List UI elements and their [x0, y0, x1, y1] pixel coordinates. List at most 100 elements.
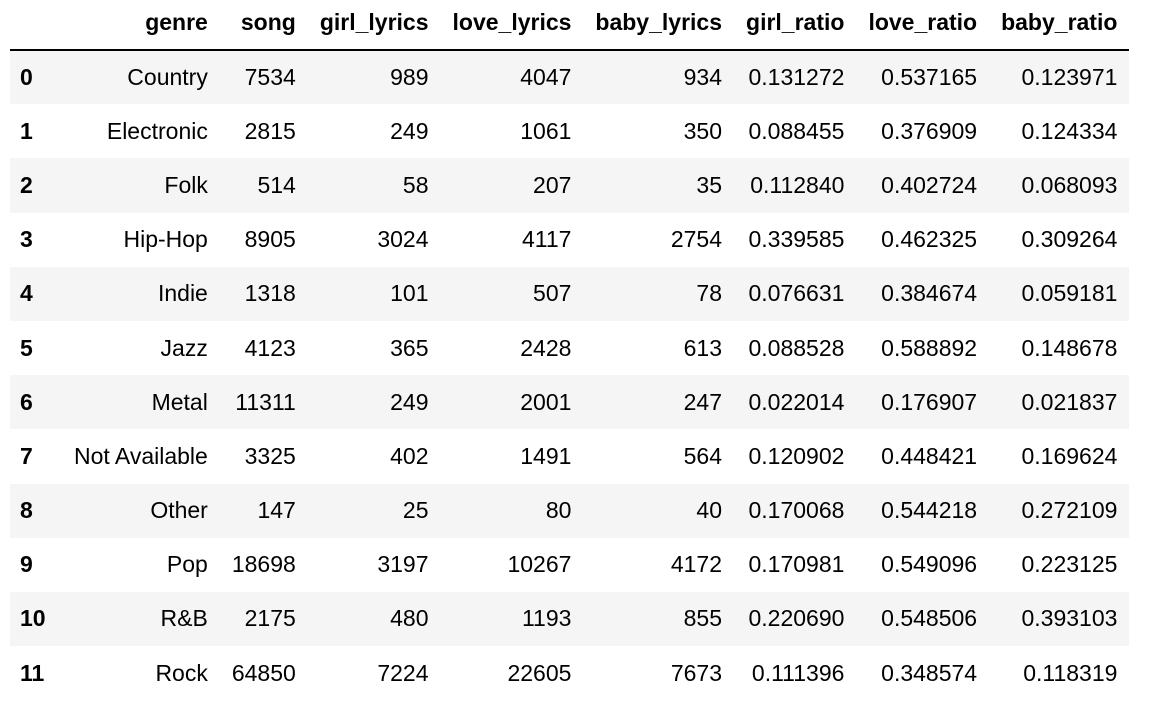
- cell-girl-lyrics: 3024: [377, 226, 429, 253]
- cell-song: 18698: [231, 551, 296, 578]
- table-row: 5 Jazz 4123 365 2428 613 0.088528 0.588892 0.148…: [10, 320, 1130, 376]
- cell-baby-ratio: 0.123971: [1021, 64, 1118, 91]
- cell-love-ratio: 0.537165: [881, 64, 978, 91]
- row-index: 11: [20, 659, 45, 686]
- cell-love-ratio: 0.348574: [881, 659, 978, 686]
- cell-genre: R&B: [160, 605, 208, 632]
- cell-girl-lyrics: 58: [402, 171, 429, 198]
- cell-song: 8905: [244, 226, 296, 253]
- cell-genre: Indie: [157, 280, 208, 307]
- row-index: 5: [20, 334, 33, 361]
- cell-genre: Rock: [155, 659, 208, 686]
- cell-girl-ratio: 0.220690: [748, 605, 845, 632]
- cell-girl-ratio: 0.131272: [748, 64, 845, 91]
- row-index: 7: [20, 442, 33, 469]
- cell-girl-ratio: 0.112840: [750, 171, 845, 198]
- table-row: 2 Folk 514 58 207 35 0.112840 0.402724 0.068093: [10, 158, 1130, 213]
- cell-love-lyrics: 4047: [520, 64, 572, 91]
- cell-song: 147: [257, 497, 296, 524]
- cell-baby-ratio: 0.272109: [1021, 497, 1118, 524]
- table-body: 0 Country 7534 989 4047 934 0.131272 0.537165 0.…: [10, 50, 1130, 701]
- cell-love-lyrics: 1193: [521, 605, 572, 632]
- cell-baby-lyrics: 40: [696, 497, 723, 524]
- cell-love-lyrics: 2428: [520, 334, 572, 361]
- cell-love-ratio: 0.376909: [881, 117, 978, 144]
- cell-genre: Hip-Hop: [123, 226, 208, 253]
- cell-love-lyrics: 10267: [507, 551, 572, 578]
- cell-baby-lyrics: 78: [696, 280, 723, 307]
- row-index: 1: [20, 117, 33, 144]
- table-row: 11 Rock 64850 7224 22605 7673 0.111396 0.348574…: [10, 646, 1130, 701]
- cell-love-lyrics: 507: [533, 280, 572, 307]
- cell-baby-ratio: 0.148678: [1021, 334, 1118, 361]
- cell-genre: Country: [127, 64, 208, 91]
- cell-baby-lyrics: 855: [683, 605, 723, 632]
- cell-genre: Electronic: [106, 117, 208, 144]
- cell-girl-lyrics: 989: [390, 64, 429, 91]
- row-index: 8: [20, 497, 33, 524]
- cell-song: 514: [257, 171, 296, 198]
- row-index: 4: [20, 280, 33, 307]
- cell-love-lyrics: 80: [545, 497, 572, 524]
- table-row: 3 Hip-Hop 8905 3024 4117 2754 0.339585 0.462325…: [10, 212, 1130, 267]
- cell-genre: Not Available: [74, 442, 208, 469]
- cell-song: 3325: [244, 442, 296, 469]
- cell-baby-lyrics: 564: [683, 442, 723, 469]
- cell-girl-ratio: 0.120902: [748, 442, 845, 469]
- cell-baby-ratio: 0.059181: [1021, 280, 1118, 307]
- row-index: 2: [20, 171, 33, 198]
- cell-baby-ratio: 0.223125: [1021, 551, 1118, 578]
- cell-baby-ratio: 0.309264: [1021, 226, 1118, 253]
- cell-genre: Metal: [151, 388, 208, 415]
- cell-baby-lyrics: 7673: [670, 659, 723, 686]
- cell-song: 2175: [244, 605, 296, 632]
- cell-genre: Folk: [164, 171, 208, 198]
- row-index: 6: [20, 388, 33, 415]
- row-index: 9: [20, 551, 33, 578]
- table-row: 1 Electronic 2815 249 1061 350 0.088455 0.37690…: [10, 104, 1130, 159]
- cell-baby-lyrics: 613: [683, 334, 723, 361]
- cell-song: 4123: [244, 334, 296, 361]
- cell-girl-ratio: 0.170981: [748, 551, 845, 578]
- cell-girl-ratio: 0.111396: [751, 659, 845, 686]
- cell-love-lyrics: 22605: [507, 659, 572, 686]
- column-header-baby-lyrics: baby_lyrics: [583, 0, 735, 51]
- cell-girl-lyrics: 101: [390, 280, 429, 307]
- cell-genre: Pop: [166, 551, 208, 578]
- column-header-girl-lyrics: girl_lyrics: [307, 0, 441, 51]
- cell-girl-lyrics: 25: [402, 497, 429, 524]
- dataframe-table: genre song girl_lyrics love_lyrics baby_…: [10, 0, 1130, 701]
- cell-song: 1318: [244, 280, 296, 307]
- cell-genre: Other: [150, 497, 208, 524]
- column-header-song: song: [219, 0, 308, 51]
- cell-song: 11311: [235, 388, 296, 415]
- cell-baby-lyrics: 934: [683, 64, 723, 91]
- cell-love-ratio: 0.384674: [881, 280, 978, 307]
- cell-baby-lyrics: 247: [683, 388, 723, 415]
- cell-love-ratio: 0.544218: [881, 497, 978, 524]
- cell-girl-lyrics: 480: [390, 605, 429, 632]
- cell-girl-ratio: 0.088455: [748, 117, 845, 144]
- cell-girl-ratio: 0.022014: [748, 388, 845, 415]
- cell-girl-lyrics: 3197: [377, 551, 429, 578]
- cell-love-lyrics: 207: [533, 171, 572, 198]
- cell-baby-lyrics: 35: [696, 171, 723, 198]
- table-row: 6 Metal 11311 249 2001 247 0.022014 0.176907 0.0…: [10, 375, 1130, 430]
- table-row: 8 Other 147 25 80 40 0.170068 0.544218 0.272109: [10, 483, 1130, 538]
- cell-love-ratio: 0.402724: [881, 171, 978, 198]
- cell-song: 7534: [244, 64, 296, 91]
- table-row: 7 Not Available 3325 402 1491 564 0.120902 0.44…: [10, 429, 1130, 484]
- cell-love-ratio: 0.549096: [881, 551, 978, 578]
- table-row: 9 Pop 18698 3197 10267 4172 0.170981 0.549096 0.…: [10, 537, 1130, 592]
- column-header-love-lyrics: love_lyrics: [440, 0, 584, 51]
- cell-girl-ratio: 0.088528: [748, 334, 845, 361]
- cell-love-ratio: 0.462325: [881, 226, 978, 253]
- cell-girl-ratio: 0.170068: [748, 497, 845, 524]
- cell-love-lyrics: 2001: [520, 388, 572, 415]
- cell-love-ratio: 0.548506: [881, 605, 978, 632]
- cell-love-ratio: 0.176907: [881, 388, 978, 415]
- cell-baby-lyrics: 2754: [670, 226, 723, 253]
- table-row: 4 Indie 1318 101 507 78 0.076631 0.384674 0.0591…: [10, 266, 1130, 321]
- cell-girl-lyrics: 365: [390, 334, 429, 361]
- header-row: genre song girl_lyrics love_lyrics baby_…: [10, 0, 1130, 51]
